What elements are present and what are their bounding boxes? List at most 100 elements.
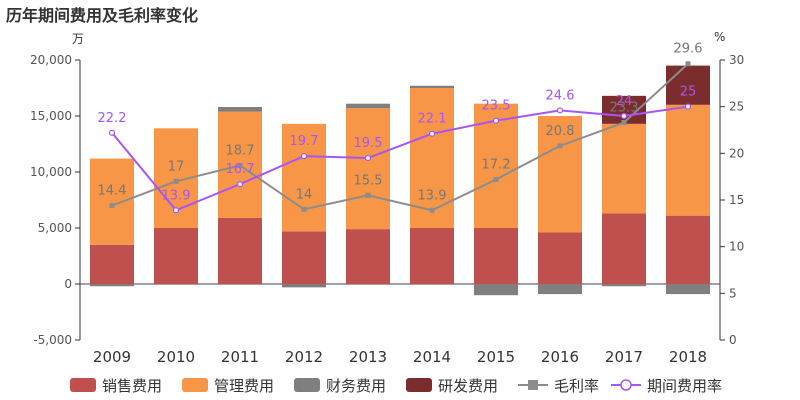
line-marker — [365, 192, 371, 198]
right-axis-tick-label: 10 — [729, 240, 744, 254]
bar-segment — [602, 213, 646, 284]
legend-label: 销售费用 — [102, 376, 163, 395]
legend-label: 管理费用 — [214, 376, 275, 395]
line-marker — [685, 61, 691, 67]
data-label: 23.3 — [610, 101, 639, 116]
line-marker — [621, 120, 627, 126]
x-axis-tick-label: 2015 — [477, 348, 515, 366]
bar-segment — [666, 65, 710, 105]
data-label: 14 — [296, 187, 313, 202]
right-axis-tick-label: 15 — [729, 193, 744, 207]
legend-label: 期间费用率 — [647, 376, 723, 395]
chart-canvas: -5,000 0 5,000 10,000 15,000 20,000 0 5 10 15 20 25… — [30, 42, 744, 366]
data-label: 18.7 — [226, 143, 255, 158]
bar-segment — [282, 284, 326, 288]
bar-segment — [90, 158, 134, 245]
x-axis-tick-label: 2009 — [93, 348, 131, 366]
bar-segment — [538, 116, 582, 233]
left-axis-tick-label: 15,000 — [30, 109, 72, 123]
data-label: 17 — [168, 159, 185, 174]
right-axis-unit: % — [714, 30, 726, 44]
data-label: 13.9 — [162, 188, 191, 203]
bar-segment — [474, 284, 518, 296]
legend-item: 财务费用 — [294, 372, 386, 398]
legend-label: 财务费用 — [326, 376, 387, 395]
x-axis-tick-label: 2017 — [605, 348, 643, 366]
data-label: 19.7 — [290, 134, 319, 149]
bar-segment — [410, 88, 454, 228]
line-marker — [109, 203, 115, 209]
legend: 销售费用 管理费用 财务费用 研发费用 毛利率 期间费用率 — [0, 372, 800, 398]
data-label: 16.7 — [226, 162, 255, 177]
bar-segment — [154, 228, 198, 284]
legend-square-line-icon — [518, 380, 548, 390]
data-label: 19.5 — [354, 136, 383, 151]
x-axis-tick-label: 2018 — [669, 348, 707, 366]
legend-label: 毛利率 — [554, 376, 600, 395]
legend-item: 研发费用 — [406, 372, 498, 398]
line-marker — [620, 112, 628, 120]
data-label: 24 — [616, 94, 633, 109]
data-label: 22.2 — [98, 111, 127, 126]
data-label: 23.5 — [482, 99, 511, 114]
line-marker — [493, 176, 499, 182]
left-axis-tick-label: 20,000 — [30, 53, 72, 67]
right-axis-tick-label: 30 — [729, 53, 744, 67]
legend-label: 研发费用 — [438, 376, 499, 395]
data-label: 25 — [680, 85, 697, 100]
line-marker — [300, 153, 308, 160]
bar-segment — [346, 103, 390, 109]
line-marker — [428, 130, 436, 137]
bar-segment — [602, 123, 646, 214]
right-axis-tick-label: 25 — [729, 100, 744, 114]
data-label: 14.4 — [98, 184, 127, 199]
line-marker — [173, 178, 179, 184]
bar-segment — [282, 123, 326, 232]
legend-swatch — [294, 378, 320, 392]
legend-swatch — [70, 378, 96, 392]
x-axis-tick-label: 2010 — [157, 348, 195, 366]
bar-segment — [410, 85, 454, 88]
left-axis-tick-label: 5,000 — [38, 221, 72, 235]
legend-item: 管理费用 — [182, 372, 274, 398]
bar-segment — [666, 104, 710, 216]
line-marker — [172, 207, 180, 214]
line-marker — [684, 103, 692, 110]
bar-segment — [474, 228, 518, 284]
right-axis-tick-label: 0 — [729, 333, 737, 347]
line-marker — [556, 107, 564, 114]
legend-swatch — [182, 378, 208, 392]
bar-segment — [538, 284, 582, 295]
legend-swatch — [406, 378, 432, 392]
left-axis-tick-label: 10,000 — [30, 165, 72, 179]
line-marker — [429, 207, 435, 213]
left-axis-tick-label: -5,000 — [33, 333, 72, 347]
bar-segment — [90, 244, 134, 284]
right-axis-tick-label: 20 — [729, 146, 744, 160]
x-axis-tick-label: 2013 — [349, 348, 387, 366]
legend-item: 销售费用 — [70, 372, 162, 398]
bar-segment — [218, 107, 262, 112]
data-labels-group: 14.4 17 18.7 14 15.5 13.9 17.2 20.8 23.3 29.6 22.2… — [98, 42, 703, 204]
data-label: 13.9 — [418, 188, 447, 203]
data-label: 20.8 — [546, 124, 575, 139]
bar-segment — [666, 284, 710, 295]
bar-segment — [666, 215, 710, 284]
left-axis-tick-label: 0 — [64, 277, 72, 291]
data-label: 17.2 — [482, 157, 511, 172]
chart-title: 历年期间费用及毛利率变化 — [6, 6, 199, 25]
bar-segment — [282, 231, 326, 284]
bar-segment — [346, 108, 390, 230]
line-marker — [236, 181, 244, 188]
lines-group — [108, 61, 692, 214]
bar-segment — [602, 284, 646, 287]
x-axis-tick-label: 2011 — [221, 348, 259, 366]
line-marker — [557, 143, 563, 149]
data-label: 24.6 — [546, 88, 575, 103]
x-axis-tick-label: 2014 — [413, 348, 451, 366]
legend-circle-marker — [620, 379, 632, 391]
right-axis-tick-label: 5 — [729, 286, 737, 300]
series-line — [111, 62, 689, 212]
axes-group: -5,000 0 5,000 10,000 15,000 20,000 0 5 10 15 20 25… — [30, 53, 744, 366]
bar-segment — [346, 229, 390, 284]
